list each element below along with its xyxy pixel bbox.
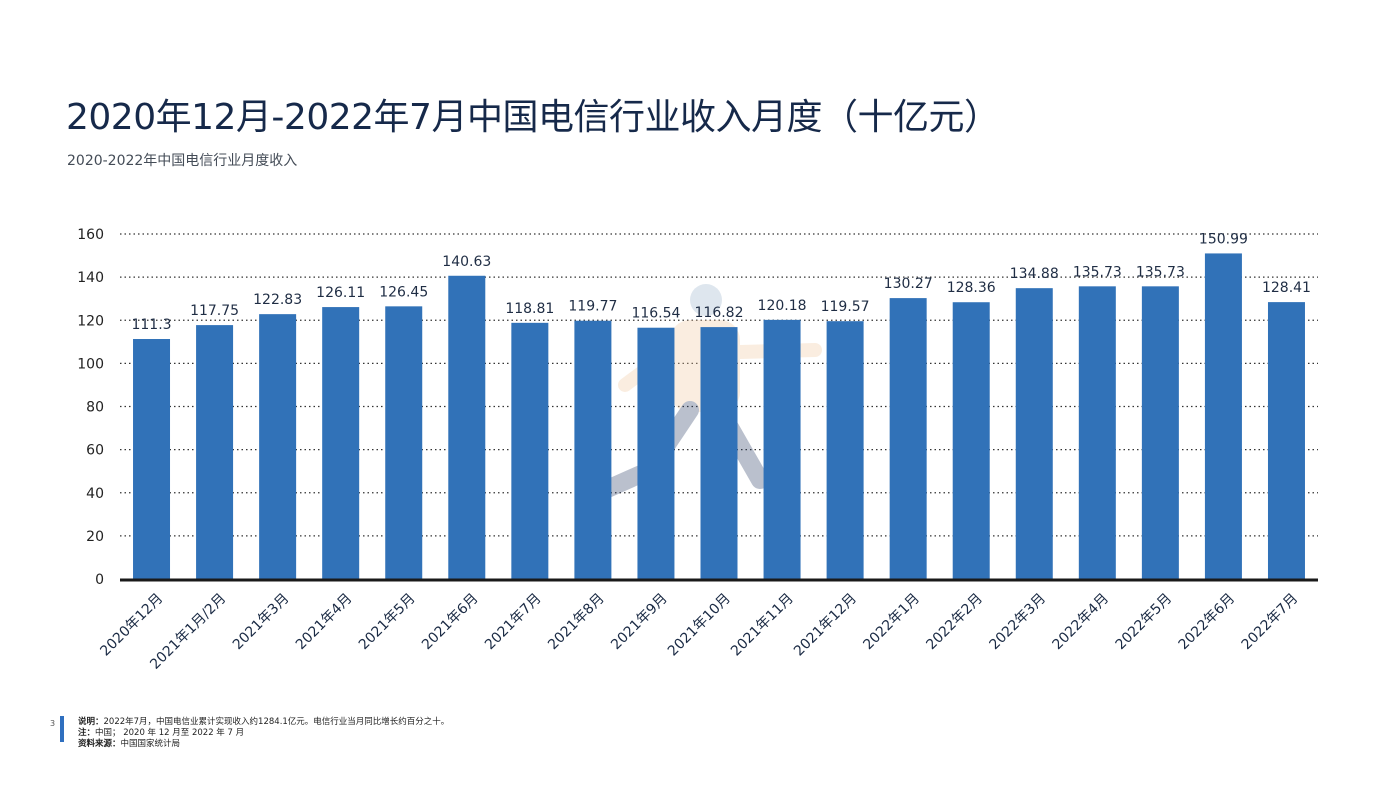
bar bbox=[1015, 288, 1053, 579]
bar bbox=[259, 314, 297, 579]
x-tick-label: 2021年10月 bbox=[665, 591, 734, 660]
x-tick-label: 2022年1月 bbox=[860, 591, 923, 654]
data-label: 118.81 bbox=[505, 301, 554, 317]
data-label: 122.83 bbox=[253, 292, 302, 308]
x-tick-label: 2022年3月 bbox=[986, 591, 1049, 654]
bar bbox=[322, 307, 360, 579]
bar bbox=[574, 320, 612, 579]
y-tick-label: 0 bbox=[95, 572, 104, 588]
data-label: 120.18 bbox=[758, 298, 807, 314]
data-label: 119.77 bbox=[568, 299, 617, 315]
data-label: 130.27 bbox=[884, 276, 933, 292]
bar bbox=[385, 306, 423, 579]
bar bbox=[952, 302, 990, 579]
bar bbox=[133, 339, 171, 579]
footer-accent-bar bbox=[60, 716, 64, 742]
note-text: 中国； 2020 年 12 月至 2022 年 7 月 bbox=[95, 728, 245, 738]
source-line: 资料来源：中国国家统计局 bbox=[78, 739, 449, 750]
data-label: 135.73 bbox=[1136, 264, 1185, 280]
bar bbox=[511, 322, 549, 579]
bar bbox=[448, 275, 486, 579]
page-title: 2020年12月-2022年7月中国电信行业收入月度（十亿元） bbox=[66, 97, 1000, 138]
bar bbox=[1078, 286, 1116, 579]
x-tick-label: 2021年12月 bbox=[791, 591, 860, 660]
x-tick-label: 2021年6月 bbox=[419, 591, 482, 654]
data-label: 128.36 bbox=[947, 280, 996, 296]
data-label: 135.73 bbox=[1073, 264, 1122, 280]
source-text: 中国国家统计局 bbox=[120, 739, 181, 749]
bar bbox=[700, 327, 738, 579]
y-axis-ticks: 0 20 40 60 80 100 120 140 160 bbox=[77, 227, 104, 588]
data-label: 111.3 bbox=[131, 317, 171, 333]
x-tick-label: 2021年11月 bbox=[728, 591, 797, 660]
y-tick-label: 140 bbox=[77, 270, 104, 286]
y-tick-label: 20 bbox=[86, 529, 104, 545]
x-tick-label: 2020年12月 bbox=[97, 591, 166, 660]
value-labels: 111.3 117.75 122.83 126.11 126.45 140.63 118.8… bbox=[131, 231, 1310, 333]
bar bbox=[889, 298, 927, 579]
x-tick-label: 2021年3月 bbox=[230, 591, 293, 654]
data-label: 117.75 bbox=[190, 303, 239, 319]
explain-text: 2022年7月，中国电信业累计实现收入约1284.1亿元。电信行业当月同比增长约… bbox=[103, 717, 450, 727]
y-tick-label: 80 bbox=[86, 400, 104, 416]
data-label: 140.63 bbox=[442, 254, 491, 270]
data-label: 116.82 bbox=[695, 305, 744, 321]
bar bbox=[1204, 253, 1242, 580]
data-label: 126.11 bbox=[316, 285, 365, 301]
bar bbox=[763, 319, 801, 579]
y-tick-label: 60 bbox=[86, 443, 104, 459]
bar bbox=[826, 321, 864, 579]
data-label: 134.88 bbox=[1010, 266, 1059, 282]
x-tick-label: 2021年7月 bbox=[482, 591, 545, 654]
data-label: 119.57 bbox=[821, 299, 870, 315]
bar bbox=[637, 327, 675, 579]
x-tick-label: 2021年9月 bbox=[608, 591, 671, 654]
data-label: 150.99 bbox=[1199, 231, 1248, 247]
data-label: 128.41 bbox=[1262, 280, 1311, 296]
y-tick-label: 120 bbox=[77, 313, 104, 329]
y-tick-label: 100 bbox=[77, 356, 104, 372]
bars bbox=[133, 253, 1305, 580]
x-tick-label: 2022年2月 bbox=[923, 591, 986, 654]
source-label: 资料来源： bbox=[78, 739, 121, 749]
footer-notes: 说明：2022年7月，中国电信业累计实现收入约1284.1亿元。电信行业当月同比… bbox=[78, 717, 449, 750]
bar bbox=[196, 325, 234, 579]
x-tick-label: 2022年7月 bbox=[1239, 591, 1302, 654]
x-tick-label: 2021年4月 bbox=[293, 591, 356, 654]
explain-label: 说明： bbox=[78, 717, 104, 727]
note-line: 注：中国； 2020 年 12 月至 2022 年 7 月 bbox=[78, 728, 449, 739]
explain-line: 说明：2022年7月，中国电信业累计实现收入约1284.1亿元。电信行业当月同比… bbox=[78, 717, 449, 728]
page-subtitle: 2020-2022年中国电信行业月度收入 bbox=[67, 153, 298, 169]
x-tick-label: 2021年8月 bbox=[545, 591, 608, 654]
data-label: 116.54 bbox=[631, 306, 680, 322]
page-number: 3 bbox=[50, 719, 56, 728]
y-tick-label: 40 bbox=[86, 486, 104, 502]
bar bbox=[1141, 286, 1179, 579]
x-tick-label: 2022年6月 bbox=[1176, 591, 1239, 654]
note-label: 注： bbox=[78, 728, 96, 738]
y-tick-label: 160 bbox=[77, 227, 104, 243]
data-label: 126.45 bbox=[379, 284, 428, 300]
bar bbox=[1267, 302, 1305, 579]
x-tick-label: 2022年4月 bbox=[1050, 591, 1113, 654]
x-tick-label: 2021年5月 bbox=[356, 591, 419, 654]
x-tick-label: 2022年5月 bbox=[1113, 591, 1176, 654]
